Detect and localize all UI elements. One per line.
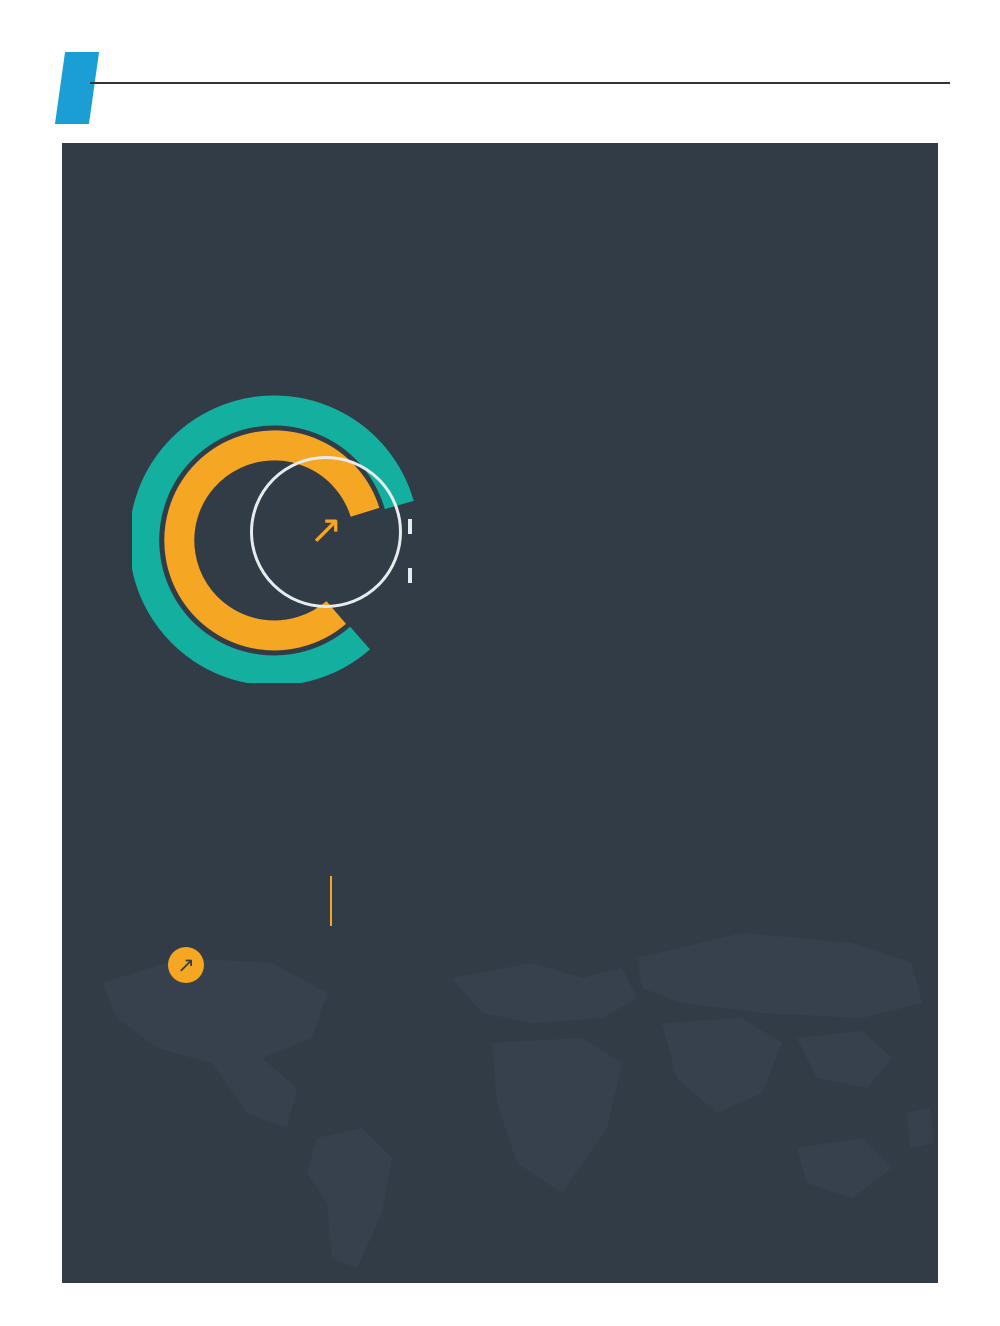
world-map-background [62, 863, 938, 1283]
note-arrow-icon: ↗ [168, 947, 204, 983]
donut-arcs [129, 395, 414, 686]
header-divider [90, 82, 950, 84]
detay-logo [54, 52, 100, 124]
total-export-donut [129, 323, 482, 686]
infographic-panel: ↗ ↗ [62, 143, 938, 1283]
total-export-center-circle: ↗ [250, 456, 402, 608]
newspaper-masthead [54, 52, 950, 148]
totals-block [217, 876, 517, 938]
arrow-up-right-icon: ↗ [309, 508, 343, 552]
totals-divider [330, 876, 332, 926]
